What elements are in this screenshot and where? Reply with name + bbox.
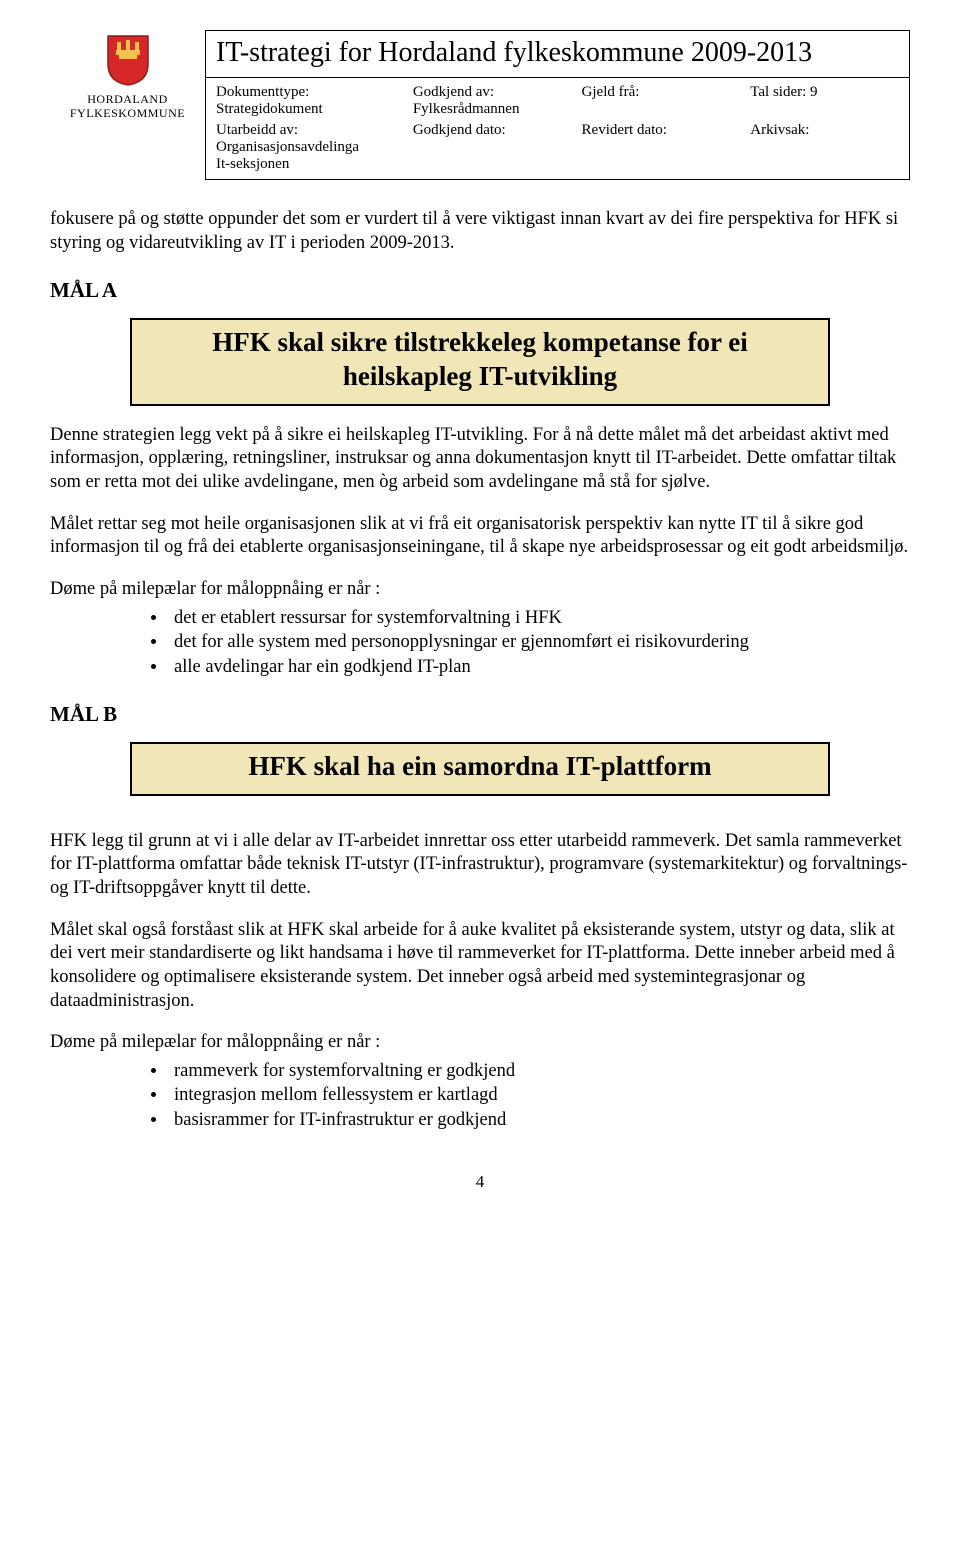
- meta-cell: Dokumenttype: Strategidokument: [206, 78, 403, 120]
- mal-b-paragraph-1: HFK legg til grunn at vi i alle delar av…: [50, 830, 910, 901]
- meta-label: Godkjend av:: [413, 84, 494, 100]
- list-item: integrasjon mellom fellessystem er kartl…: [168, 1083, 910, 1107]
- meta-label: Gjeld frå:: [582, 84, 640, 100]
- list-item: rammeverk for systemforvaltning er godkj…: [168, 1059, 910, 1083]
- mal-b-label: MÅL B: [50, 701, 910, 728]
- mal-a-milestone-intro: Døme på milepælar for måloppnåing er når…: [50, 578, 910, 602]
- page-number: 4: [50, 1172, 910, 1192]
- list-item: det er etablert ressursar for systemforv…: [168, 606, 910, 630]
- meta-cell: Gjeld frå:: [572, 78, 741, 120]
- header-metadata-box: IT-strategi for Hordaland fylkeskommune …: [205, 30, 910, 180]
- mal-b-paragraph-2: Målet skal også forståast slik at HFK sk…: [50, 919, 910, 1014]
- organization-logo-block: HORDALAND FYLKESKOMMUNE: [50, 30, 205, 121]
- list-item: det for alle system med personopplysning…: [168, 630, 910, 654]
- meta-label: Arkivsak:: [750, 122, 809, 138]
- document-header: HORDALAND FYLKESKOMMUNE IT-strategi for …: [50, 30, 910, 180]
- mal-b-milestone-intro: Døme på milepælar for måloppnåing er når…: [50, 1031, 910, 1055]
- meta-cell: Tal sider: 9: [740, 78, 909, 120]
- mal-b-bullet-list: rammeverk for systemforvaltning er godkj…: [50, 1059, 910, 1132]
- meta-label: Tal sider: 9: [750, 84, 817, 100]
- mal-b-goal-box: HFK skal ha ein samordna IT-plattform: [130, 742, 830, 796]
- mal-a-paragraph-1: Denne strategien legg vekt på å sikre ei…: [50, 424, 910, 495]
- logo-text-line2: FYLKESKOMMUNE: [50, 106, 205, 120]
- document-page: HORDALAND FYLKESKOMMUNE IT-strategi for …: [0, 0, 960, 1222]
- list-item: alle avdelingar har ein godkjend IT-plan: [168, 655, 910, 679]
- meta-cell: Godkjend dato:: [403, 120, 572, 179]
- meta-value: Fylkesrådmannen: [413, 101, 520, 117]
- metadata-table: Dokumenttype: Strategidokument Godkjend …: [206, 78, 909, 179]
- mal-a-goal-box: HFK skal sikre tilstrekkeleg kompetanse …: [130, 318, 830, 406]
- shield-icon: [106, 34, 150, 86]
- meta-label: Godkjend dato:: [413, 122, 506, 138]
- meta-value: It-seksjonen: [216, 156, 289, 172]
- document-body: fokusere på og støtte oppunder det som e…: [50, 208, 910, 1132]
- goal-box-line: HFK skal sikre tilstrekkeleg kompetanse …: [212, 327, 747, 357]
- logo-text-line1: HORDALAND: [50, 92, 205, 106]
- mal-a-bullet-list: det er etablert ressursar for systemforv…: [50, 606, 910, 679]
- intro-paragraph: fokusere på og støtte oppunder det som e…: [50, 208, 910, 255]
- meta-cell: Revidert dato:: [572, 120, 741, 179]
- meta-label: Dokumenttype:: [216, 84, 309, 100]
- mal-a-label: MÅL A: [50, 277, 910, 304]
- goal-box-line: heilskapleg IT-utvikling: [343, 361, 617, 391]
- meta-value: Strategidokument: [216, 101, 323, 117]
- meta-value: Organisasjonsavdelinga: [216, 139, 359, 155]
- meta-label: Utarbeidd av:: [216, 122, 298, 138]
- document-title: IT-strategi for Hordaland fylkeskommune …: [206, 31, 909, 78]
- meta-label: Revidert dato:: [582, 122, 667, 138]
- meta-cell: Godkjend av: Fylkesrådmannen: [403, 78, 572, 120]
- meta-cell: Arkivsak:: [740, 120, 909, 179]
- list-item: basisrammer for IT-infrastruktur er godk…: [168, 1108, 910, 1132]
- meta-cell: Utarbeidd av: Organisasjonsavdelinga It-…: [206, 120, 403, 179]
- mal-a-paragraph-2: Målet rettar seg mot heile organisasjone…: [50, 513, 910, 560]
